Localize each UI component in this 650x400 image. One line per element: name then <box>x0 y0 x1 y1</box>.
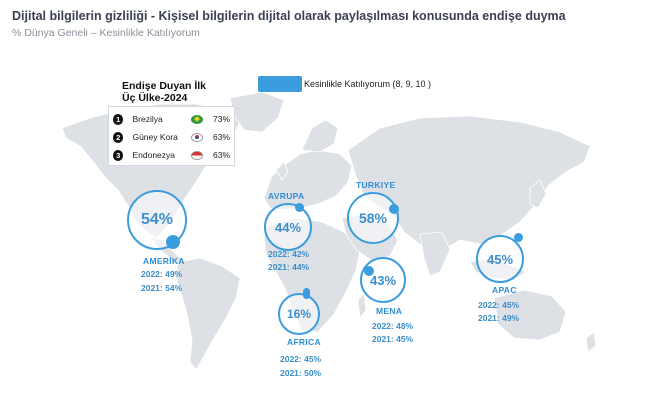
africa-label: AFRICA <box>287 337 321 347</box>
europe-landmass <box>263 149 353 211</box>
country-name: Güney Kora <box>132 132 178 142</box>
apac-value: 45% <box>486 251 514 267</box>
south-america-landmass <box>175 257 241 371</box>
apac-bubble: 45% <box>476 235 524 283</box>
list-item: 1 Brezilya 73% <box>113 110 230 128</box>
africa-2021: 2021: 50% <box>280 368 322 378</box>
turkiye-value: 58% <box>358 210 388 226</box>
south-korea-flag-icon <box>191 132 203 142</box>
legend: Kesinlikle Katılıyorum (8, 9, 10 ) <box>258 76 431 92</box>
mena-marker <box>364 266 374 276</box>
legend-swatch <box>258 76 302 92</box>
rank-badge: 2 <box>113 131 124 143</box>
avrupa-marker <box>295 203 304 212</box>
legend-label: Kesinlikle Katılıyorum (8, 9, 10 ) <box>304 79 432 89</box>
mena-2021: 2021: 45% <box>372 334 414 344</box>
amerika-label: AMERİKA <box>143 256 185 266</box>
top-three-panel: Endişe Duyan İlk Üç Ülke-2024 1 Brezilya… <box>108 80 238 166</box>
africa-value: 16% <box>286 307 312 321</box>
amerika-marker <box>166 235 180 249</box>
country-value: 63% <box>212 150 230 160</box>
chart-title: Dijital bilgilerin gizliliği - Kişisel b… <box>12 9 566 23</box>
country-name: Brezilya <box>132 114 163 124</box>
mena-2022: 2022: 48% <box>372 321 414 331</box>
country-name: Endonezya <box>132 150 176 160</box>
uk-landmass <box>275 161 289 181</box>
africa-2022: 2022: 45% <box>280 354 322 364</box>
avrupa-value: 44% <box>274 219 302 235</box>
chart-subtitle: % Dünya Geneli – Kesinlikle Katılıyorum <box>12 27 200 39</box>
new-zealand-landmass <box>585 331 597 353</box>
turkiye-bubble: 58% <box>347 192 399 244</box>
avrupa-2022: 2022: 42% <box>268 249 310 259</box>
apac-2022: 2022: 45% <box>478 300 520 310</box>
mena-value: 43% <box>369 272 397 288</box>
amerika-value: 54% <box>140 211 174 228</box>
apac-label: APAC <box>492 285 517 295</box>
list-item: 3 Endonezya 63% <box>113 146 230 164</box>
scandinavia-landmass <box>301 119 339 153</box>
africa-marker <box>303 288 310 299</box>
rank-badge: 3 <box>113 149 124 161</box>
turkiye-marker <box>389 204 399 214</box>
japan-landmass <box>529 179 547 209</box>
avrupa-label: AVRUPA <box>268 191 305 201</box>
turkiye-label: TURKIYE <box>356 180 396 190</box>
top-three-list: 1 Brezilya 73% 2 Güney Kora 63% 3 Endone… <box>108 106 235 166</box>
avrupa-2021: 2021: 44% <box>268 262 310 272</box>
mena-bubble: 43% <box>360 257 406 303</box>
brazil-flag-icon <box>191 114 203 124</box>
country-value: 73% <box>212 114 230 124</box>
apac-marker <box>514 233 523 242</box>
india-landmass <box>419 231 451 277</box>
country-value: 63% <box>212 132 230 142</box>
avrupa-bubble: 44% <box>264 203 312 251</box>
africa-bubble: 16% <box>278 293 320 335</box>
list-item: 2 Güney Kora 63% <box>113 128 230 146</box>
apac-2021: 2021: 49% <box>478 313 520 323</box>
madagascar-landmass <box>357 293 367 320</box>
greenland-landmass <box>229 91 285 133</box>
rank-badge: 1 <box>113 113 124 125</box>
mena-label: MENA <box>376 306 403 316</box>
amerika-2021: 2021: 54% <box>141 283 183 293</box>
amerika-bubble: 54% <box>127 190 187 250</box>
amerika-2022: 2022: 49% <box>141 269 183 279</box>
australia-landmass <box>493 289 567 341</box>
top-three-title: Endişe Duyan İlk Üç Ülke-2024 <box>122 80 207 104</box>
indonesia-flag-icon <box>191 150 203 160</box>
